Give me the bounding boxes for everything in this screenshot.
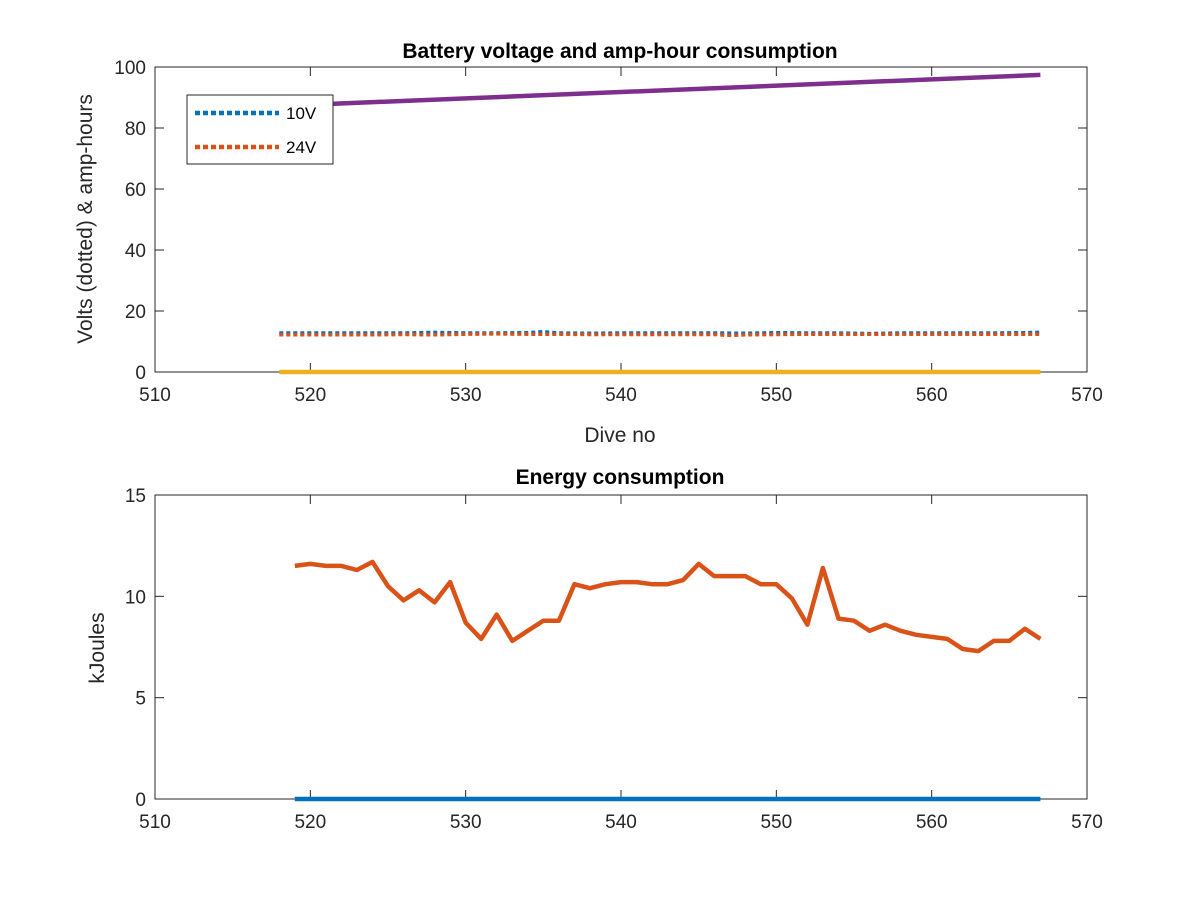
energy-chart-ylabel: kJoules (86, 612, 109, 683)
energy-xtick-label: 530 (450, 812, 482, 833)
voltage-xtick-label: 520 (294, 385, 326, 406)
voltage-series-group (279, 72, 1041, 375)
legend-label-24v: 24V (286, 138, 317, 157)
voltage-ytick-label: 100 (114, 58, 146, 79)
energy-xtick-label: 540 (605, 812, 637, 833)
voltage-ytick-label: 80 (125, 119, 146, 140)
voltage-xtick-label: 550 (760, 385, 792, 406)
voltage-chart-xlabel: Dive no (584, 424, 655, 447)
energy-panel: Energy consumption kJoules 510 520 530 540 5… (86, 466, 1103, 833)
energy-xtick-label: 520 (294, 812, 326, 833)
voltage-series-24v-line (279, 332, 1041, 338)
voltage-chart-title: Battery voltage and amp-hour consumption (402, 40, 837, 63)
energy-ytick-label: 10 (125, 587, 146, 608)
legend-label-10v: 10V (286, 104, 317, 123)
energy-xtick-label: 570 (1071, 812, 1103, 833)
voltage-xtick-label: 510 (139, 385, 171, 406)
energy-ytick-label: 0 (135, 790, 146, 811)
voltage-xtick-label: 570 (1071, 385, 1103, 406)
energy-series-group (294, 559, 1042, 802)
voltage-plot-area (154, 66, 1088, 373)
energy-xtick-label: 550 (760, 812, 792, 833)
voltage-ytick-label: 20 (125, 302, 146, 323)
energy-chart-title: Energy consumption (516, 466, 725, 489)
voltage-series-series-4-line (279, 72, 1041, 109)
voltage-xtick-label: 540 (605, 385, 637, 406)
voltage-ytick-label: 60 (125, 180, 146, 201)
voltage-legend: 10V 24V (186, 94, 334, 165)
energy-xtick-label: 510 (139, 812, 171, 833)
energy-ytick-label: 15 (125, 486, 146, 507)
voltage-ytick-label: 40 (125, 241, 146, 262)
voltage-xtick-label: 530 (450, 385, 482, 406)
energy-xtick-label: 560 (916, 812, 948, 833)
energy-plot-area (154, 494, 1088, 800)
voltage-chart-ylabel: Volts (dotted) & amp-hours (74, 94, 97, 344)
legend-box (186, 94, 334, 165)
voltage-ytick-label: 0 (135, 363, 146, 384)
energy-series-series-2-line (294, 559, 1042, 654)
voltage-amphour-panel: Battery voltage and amp-hour consumption… (74, 40, 1103, 447)
energy-ytick-label: 5 (135, 689, 146, 710)
voltage-axes: 510 520 530 540 550 560 570 0 20 40 60 80 100 (114, 58, 1103, 406)
voltage-xtick-label: 560 (916, 385, 948, 406)
